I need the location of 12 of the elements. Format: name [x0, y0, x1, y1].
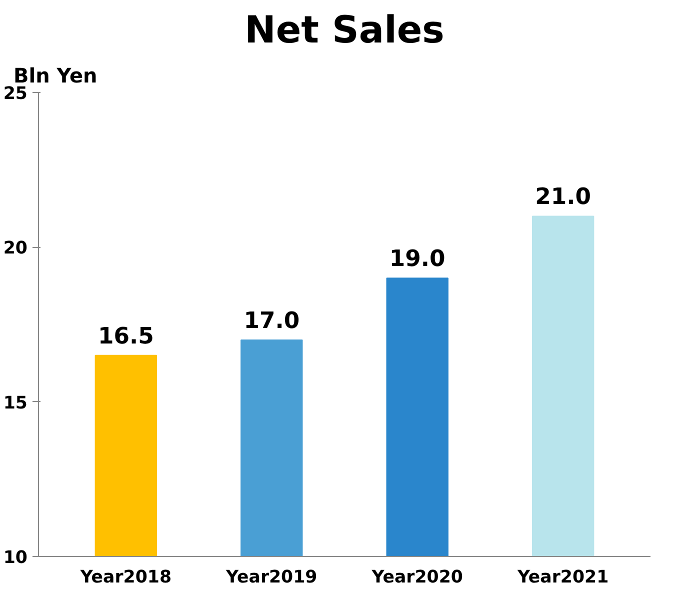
data-label: 19.0	[389, 246, 446, 272]
y-tick-label: 15	[3, 393, 28, 414]
x-tick-label: Year2021	[516, 568, 609, 588]
data-label: 17.0	[244, 308, 300, 334]
data-label: 21.0	[535, 184, 592, 210]
x-tick-label: Year2020	[370, 568, 463, 588]
x-tick-label: Year2018	[79, 568, 172, 588]
y-tick-label: 10	[3, 548, 28, 568]
chart-title: Net Sales	[244, 8, 444, 52]
data-label: 16.5	[98, 323, 154, 350]
x-tick-label: Year2019	[225, 568, 318, 588]
y-tick-label: 20	[3, 238, 28, 259]
